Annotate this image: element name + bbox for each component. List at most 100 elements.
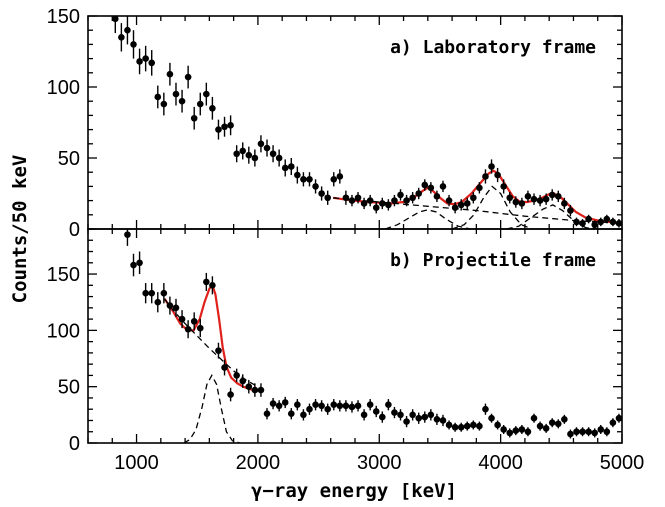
- data-point: [366, 401, 374, 409]
- data-point: [609, 218, 617, 226]
- x-tick-label: 5000: [600, 452, 645, 474]
- data-point: [488, 163, 495, 170]
- y-tick-label: 50: [58, 148, 80, 170]
- data-point: [287, 410, 295, 418]
- panel-projectile-frame: 0 50 100 150 1000 2000 3000 4000 5000 b) Projecti…: [47, 228, 645, 474]
- data-point: [300, 411, 307, 419]
- data-point: [561, 200, 568, 207]
- data-point: [542, 195, 550, 203]
- plot-area: [112, 16, 622, 229]
- data-point: [512, 427, 520, 434]
- data-point: [324, 194, 331, 202]
- data-point: [142, 55, 149, 62]
- data-point: [184, 73, 192, 81]
- data-point: [573, 428, 580, 436]
- data-point: [385, 401, 392, 409]
- data-point: [124, 231, 131, 238]
- data-point: [561, 416, 568, 423]
- data-point: [300, 176, 307, 183]
- data-point: [476, 422, 483, 430]
- data-point: [573, 218, 580, 226]
- data-point: [294, 401, 301, 409]
- data-point: [476, 184, 483, 192]
- data-point: [263, 410, 271, 418]
- data-point: [451, 204, 459, 211]
- data-point: [257, 386, 265, 394]
- data-point: [397, 411, 404, 419]
- data-point: [457, 423, 465, 431]
- data-point: [281, 399, 289, 406]
- data-point: [518, 200, 526, 207]
- y-tick-label: 0: [69, 219, 80, 241]
- data-point: [427, 184, 435, 192]
- data-point: [494, 171, 501, 179]
- data-point: [385, 201, 392, 209]
- data-point: [500, 183, 507, 190]
- data-point: [445, 421, 453, 429]
- data-point: [136, 259, 143, 267]
- data-point: [354, 402, 362, 410]
- data-point: [403, 197, 410, 204]
- data-point: [591, 221, 598, 229]
- data-point: [227, 391, 234, 398]
- data-point: [221, 364, 228, 371]
- data-point: [494, 421, 501, 429]
- data-point: [172, 304, 180, 312]
- data-point: [196, 100, 204, 108]
- data-point: [306, 405, 313, 413]
- data-point: [360, 411, 368, 419]
- data-point: [488, 414, 495, 422]
- data-point: [585, 428, 592, 436]
- data-point: [215, 126, 222, 133]
- x-tick-label: 3000: [357, 452, 402, 474]
- data-point: [482, 173, 489, 180]
- data-point: [124, 26, 131, 34]
- background-curve: [163, 298, 259, 388]
- data-point: [130, 41, 137, 48]
- data-point: [597, 218, 605, 226]
- data-point: [269, 150, 277, 158]
- data-point: [348, 403, 356, 411]
- data-point: [142, 289, 149, 297]
- panel-label: a) Laboratory frame: [390, 37, 596, 58]
- data-point: [209, 105, 216, 112]
- data-point: [421, 181, 429, 189]
- data-point: [178, 97, 186, 105]
- y-tick-label: 150: [47, 6, 80, 28]
- panel-label: b) Projectile frame: [390, 250, 596, 271]
- data-point: [372, 408, 380, 415]
- data-point: [524, 193, 532, 200]
- data-point: [470, 194, 477, 202]
- y-tick-label: 100: [47, 320, 80, 342]
- data-point: [500, 426, 507, 433]
- data-point: [196, 324, 204, 332]
- plot-area: [124, 229, 622, 443]
- data-point: [148, 289, 156, 297]
- data-point: [397, 191, 404, 199]
- data-point: [567, 207, 574, 214]
- data-point: [409, 194, 416, 202]
- data-point: [166, 302, 174, 309]
- data-point: [190, 114, 198, 122]
- data-point: [342, 402, 350, 410]
- data-point: [154, 298, 162, 306]
- data-point: [579, 428, 586, 436]
- data-point: [366, 197, 374, 204]
- x-tick-label: 4000: [478, 452, 523, 474]
- data-point: [154, 93, 162, 101]
- data-point: [306, 176, 313, 183]
- data-point: [415, 414, 423, 422]
- data-point: [336, 173, 344, 180]
- data-point: [554, 420, 562, 428]
- data-point: [415, 190, 423, 197]
- data-point: [360, 200, 368, 207]
- data-point: [312, 183, 319, 190]
- x-tick-label: 1000: [114, 452, 159, 474]
- data-point: [597, 426, 605, 433]
- data-point: [233, 150, 240, 158]
- data-point: [287, 163, 295, 170]
- data-point: [172, 90, 180, 98]
- y-tick-label: 50: [58, 377, 80, 399]
- data-point: [603, 428, 611, 436]
- data-point: [148, 59, 156, 67]
